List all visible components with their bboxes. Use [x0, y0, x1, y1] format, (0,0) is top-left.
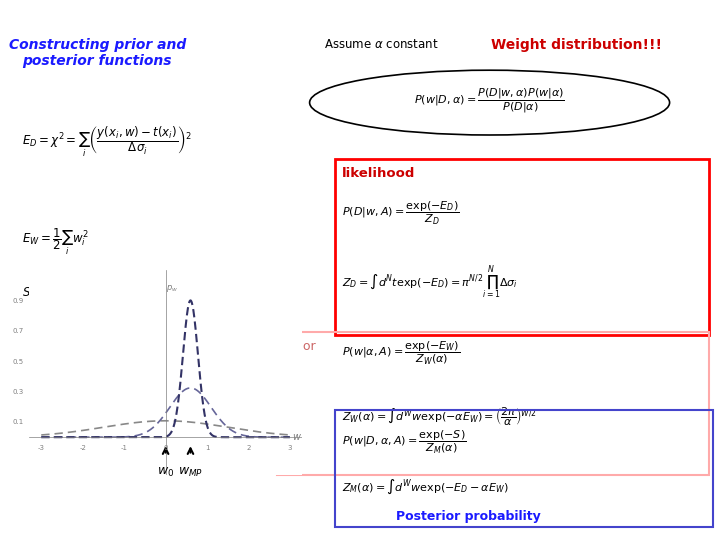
- Text: Posterior probability: Posterior probability: [395, 510, 541, 523]
- Text: Assume $\alpha$ constant: Assume $\alpha$ constant: [324, 38, 439, 51]
- Text: $P(D|w,A) = \dfrac{\exp(-E_D)}{Z_D}$: $P(D|w,A) = \dfrac{\exp(-E_D)}{Z_D}$: [342, 200, 459, 227]
- Text: Prior: Prior: [288, 340, 317, 353]
- Text: $p_w$: $p_w$: [166, 282, 179, 294]
- Text: $E_W = \dfrac{1}{2}\sum_i w_i^2$: $E_W = \dfrac{1}{2}\sum_i w_i^2$: [22, 227, 89, 258]
- Text: 3: 3: [288, 445, 292, 451]
- Text: $S = E_D + \alpha E_W$: $S = E_D + \alpha E_W$: [22, 286, 98, 301]
- Text: -2: -2: [79, 445, 86, 451]
- Text: $P(w|\alpha,A) = \dfrac{\exp(-E_W)}{Z_W(\alpha)}$: $P(w|\alpha,A) = \dfrac{\exp(-E_W)}{Z_W(…: [342, 340, 460, 367]
- Text: -3: -3: [37, 445, 45, 451]
- Text: -1: -1: [121, 445, 127, 451]
- Text: $P(w|D,\alpha) = \dfrac{P(D|w,\alpha)P(w|\alpha)}{P(D|\alpha)}$: $P(w|D,\alpha) = \dfrac{P(D|w,\alpha)P(w…: [414, 86, 565, 115]
- Text: $P(w|D,\alpha,A) = \dfrac{\exp(-S)}{Z_M(\alpha)}$: $P(w|D,\alpha,A) = \dfrac{\exp(-S)}{Z_M(…: [342, 429, 467, 456]
- Text: likelihood: likelihood: [342, 167, 415, 180]
- Text: 2: 2: [246, 445, 251, 451]
- Text: $w$: $w$: [292, 432, 302, 442]
- Text: 0: 0: [163, 445, 168, 451]
- Text: $Z_W(\alpha) = \int d^W w\exp(-\alpha E_W) = \left(\dfrac{2\pi}{\alpha}\right)^{: $Z_W(\alpha) = \int d^W w\exp(-\alpha E_…: [342, 405, 537, 427]
- Text: Constructing prior and
posterior functions: Constructing prior and posterior functio…: [9, 38, 186, 68]
- Text: $w_{MP}$: $w_{MP}$: [178, 466, 203, 479]
- Text: Weight distribution!!!: Weight distribution!!!: [491, 38, 662, 52]
- Text: $Z_M(\alpha) = \int d^W w\exp(-E_D - \alpha E_W)$: $Z_M(\alpha) = \int d^W w\exp(-E_D - \al…: [342, 478, 508, 496]
- Text: 1: 1: [204, 445, 210, 451]
- Text: $E_D = \chi^2 = \sum_i \left(\dfrac{y(x_i,w)-t(x_i)}{\Delta\sigma_i}\right)^2$: $E_D = \chi^2 = \sum_i \left(\dfrac{y(x_…: [22, 124, 192, 159]
- Text: $w_0$: $w_0$: [157, 466, 174, 479]
- Text: $Z_D = \int d^N t \exp(-E_D) = \pi^{N/2}\prod_{i=1}^{N}\Delta\sigma_i$: $Z_D = \int d^N t \exp(-E_D) = \pi^{N/2}…: [342, 265, 518, 302]
